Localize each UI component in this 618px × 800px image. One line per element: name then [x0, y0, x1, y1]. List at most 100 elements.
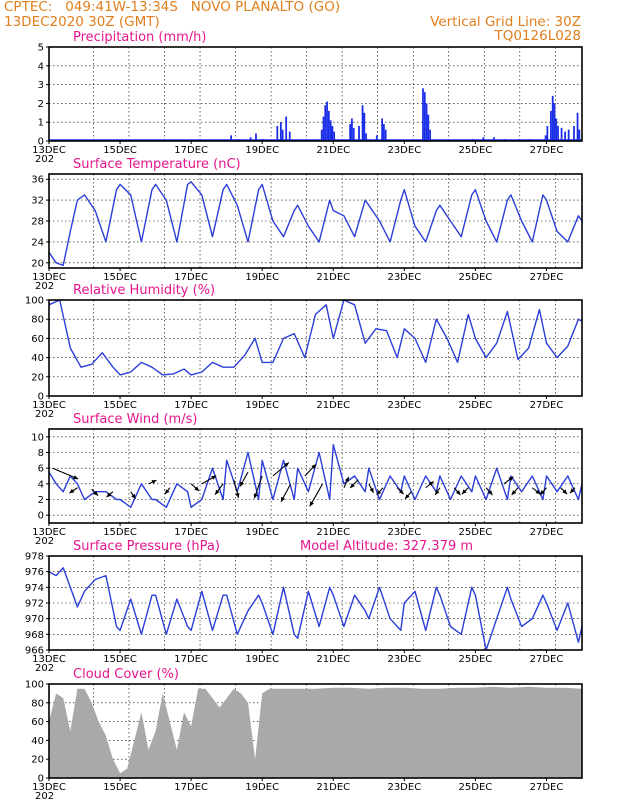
y-tick-label: 0 — [38, 511, 44, 522]
wind-arrowhead — [281, 496, 286, 502]
year-label-fragment: 202 — [35, 791, 54, 800]
precip-bar — [279, 122, 282, 141]
panel-title: Surface Wind (m/s) — [73, 412, 197, 427]
y-tick-label: 5 — [38, 43, 44, 54]
wind-arrowhead — [211, 475, 217, 480]
wind-arrowhead — [215, 489, 220, 495]
y-tick-label: 20 — [31, 258, 44, 269]
wind-arrowhead — [405, 494, 410, 499]
y-tick-label: 966 — [25, 646, 44, 657]
x-tick-label: 23DEC — [387, 654, 421, 665]
x-tick-label: 23DEC — [387, 527, 421, 538]
x-tick-label: 13DEC — [32, 654, 66, 665]
x-tick-label: 15DEC — [103, 527, 137, 538]
x-tick-label: 27DEC — [530, 272, 564, 283]
x-tick-label: 23DEC — [387, 400, 421, 411]
precip-bar — [546, 125, 549, 141]
precip-bar — [333, 131, 336, 141]
precip-bar — [482, 137, 485, 141]
y-tick-label: 974 — [25, 583, 44, 594]
wind-arrowhead — [570, 488, 575, 494]
y-tick-label: 3 — [38, 80, 44, 91]
x-tick-label: 19DEC — [245, 527, 279, 538]
x-tick-label: 13DEC — [32, 527, 66, 538]
y-tick-label: 100 — [25, 680, 44, 691]
x-tick-label: 21DEC — [316, 527, 350, 538]
y-tick-label: 2 — [38, 99, 44, 110]
precip-bar — [361, 105, 364, 141]
precip-bar — [331, 125, 334, 141]
wind-arrowhead — [69, 488, 75, 494]
x-tick-label: 17DEC — [174, 782, 208, 793]
panel-5: 0 20 40 60 80 100 13DEC 15DEC 17DEC 19DEC 21DEC 23D… — [25, 667, 583, 800]
panel-title: Surface Temperature (nC) — [73, 157, 241, 172]
precip-bar — [324, 105, 327, 141]
x-tick-label: 25DEC — [459, 654, 493, 665]
y-tick-label: 6 — [38, 464, 44, 475]
precip-bar — [557, 125, 559, 141]
panel-title: Surface Pressure (hPa) — [73, 539, 220, 554]
year-label-fragment: 202 — [35, 154, 54, 165]
precip-bar — [550, 110, 552, 141]
y-tick-label: 970 — [25, 614, 44, 625]
x-tick-label: 23DEC — [387, 272, 421, 283]
year-label-fragment: 202 — [35, 536, 54, 547]
x-tick-label: 25DEC — [459, 782, 493, 793]
y-tick-label: 40 — [31, 353, 44, 364]
x-tick-label: 15DEC — [103, 145, 137, 156]
x-tick-label: 17DEC — [174, 400, 208, 411]
precip-bar — [553, 103, 556, 141]
series-line — [48, 444, 583, 508]
panel-title: Relative Humidity (%) — [73, 283, 215, 298]
wind-arrowhead — [535, 489, 541, 495]
x-tick-label: 25DEC — [459, 400, 493, 411]
precip-bar — [555, 118, 558, 141]
model-code: TQ0126L028 — [494, 28, 581, 44]
wind-arrowhead — [106, 492, 112, 498]
precip-bar — [322, 116, 325, 141]
y-tick-label: 100 — [25, 296, 44, 307]
x-tick-label: 17DEC — [174, 527, 208, 538]
panel-0: 0 1 2 3 4 5 13DEC 15DEC 17DEC 19DEC 21DEC 23DEC 25DE… — [32, 30, 583, 165]
x-tick-label: 13DEC — [32, 145, 66, 156]
precip-bar — [551, 95, 554, 141]
x-tick-label: 17DEC — [174, 272, 208, 283]
wind-arrowhead — [487, 490, 493, 495]
panel-4: 966 968 970 972 974 976 978 13DEC 15DEC 17DEC 19DE… — [25, 539, 583, 674]
wind-arrowhead — [131, 493, 136, 499]
grid-line-note: Vertical Grid Line: 30Z — [430, 14, 581, 30]
precip-bar — [358, 125, 360, 141]
y-tick-label: 80 — [31, 698, 44, 709]
y-tick-label: 60 — [31, 717, 44, 728]
wind-arrowhead — [240, 481, 245, 487]
precip-bar — [349, 124, 352, 141]
wind-arrowhead — [311, 464, 316, 470]
precip-bar — [329, 120, 332, 141]
wind-arrowhead — [73, 475, 79, 480]
x-tick-label: 19DEC — [245, 145, 279, 156]
x-tick-label: 19DEC — [245, 272, 279, 283]
wind-arrowhead — [461, 489, 467, 495]
x-tick-label: 23DEC — [387, 782, 421, 793]
precip-bar — [327, 110, 330, 141]
wind-arrowhead — [435, 490, 440, 495]
panel-frame — [48, 683, 583, 779]
precip-bar — [351, 118, 353, 141]
precip-bar — [573, 125, 575, 141]
x-tick-label: 15DEC — [103, 654, 137, 665]
wind-arrowhead — [151, 480, 157, 485]
y-tick-label: 80 — [31, 315, 44, 326]
precip-bar — [326, 101, 328, 141]
wind-arrowhead — [165, 489, 170, 495]
wind-arrowhead — [253, 493, 258, 499]
x-tick-label: 15DEC — [103, 782, 137, 793]
x-tick-label: 17DEC — [174, 145, 208, 156]
x-tick-label: 27DEC — [530, 400, 564, 411]
precip-bar — [365, 133, 368, 141]
x-tick-label: 21DEC — [316, 400, 350, 411]
y-tick-label: 978 — [25, 552, 44, 563]
wind-arrowhead — [284, 462, 289, 468]
station-header: CPTEC: 049:41W-13:34S NOVO PLANALTO (GO) — [4, 0, 341, 15]
precip-bar — [564, 131, 567, 141]
